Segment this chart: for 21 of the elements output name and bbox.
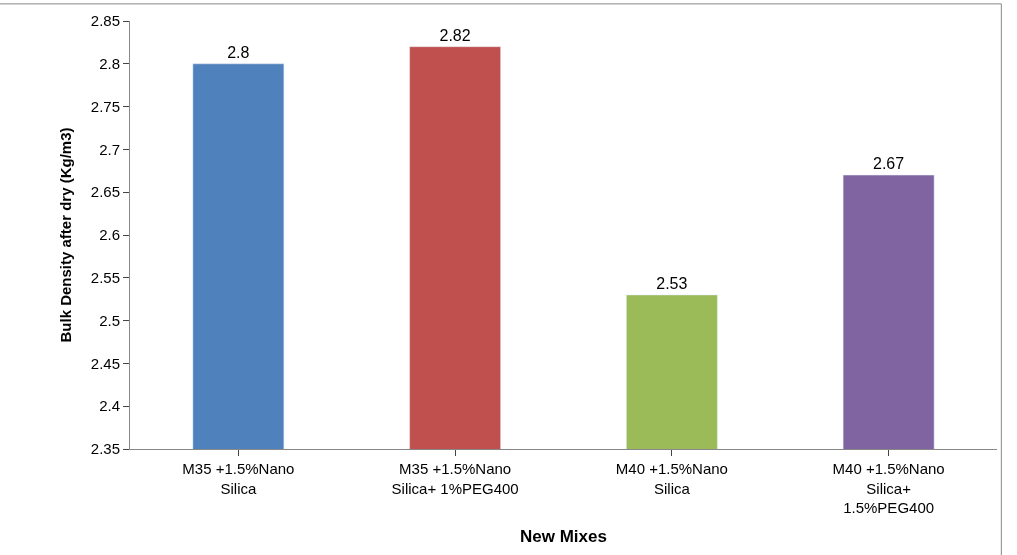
y-tick-label: 2.5 [99,311,120,329]
y-tick-label: 2.4 [99,397,120,415]
data-label: 2.53 [656,274,688,292]
y-tick-label: 2.7 [99,140,120,158]
x-tick-label: M35 +1.5%Nano Silica+ 1%PEG400 [391,460,519,497]
y-tick-label: 2.45 [90,354,120,372]
x-tick-label: M40 +1.5%Nano Silica [615,460,728,497]
y-tick-label: 2.35 [90,440,120,458]
y-axis-title: Bulk Density after dry (Kg/m3) [57,127,75,343]
y-tick-label: 2.8 [99,55,120,73]
y-tick-label: 2.6 [99,226,120,244]
x-tick-label: M35 +1.5%Nano Silica [182,460,295,497]
y-tick-label: 2.85 [90,12,120,30]
y-tick-label: 2.55 [90,269,120,287]
x-tick-label: M40 +1.5%Nano Silica+ 1.5%PEG400 [832,460,945,516]
data-label: 2.67 [873,155,905,173]
y-tick-label: 2.75 [90,97,120,115]
x-axis-title: New Mixes [520,527,607,547]
y-tick-label: 2.65 [90,183,120,201]
data-label: 2.8 [227,43,250,61]
data-label: 2.82 [439,26,471,44]
